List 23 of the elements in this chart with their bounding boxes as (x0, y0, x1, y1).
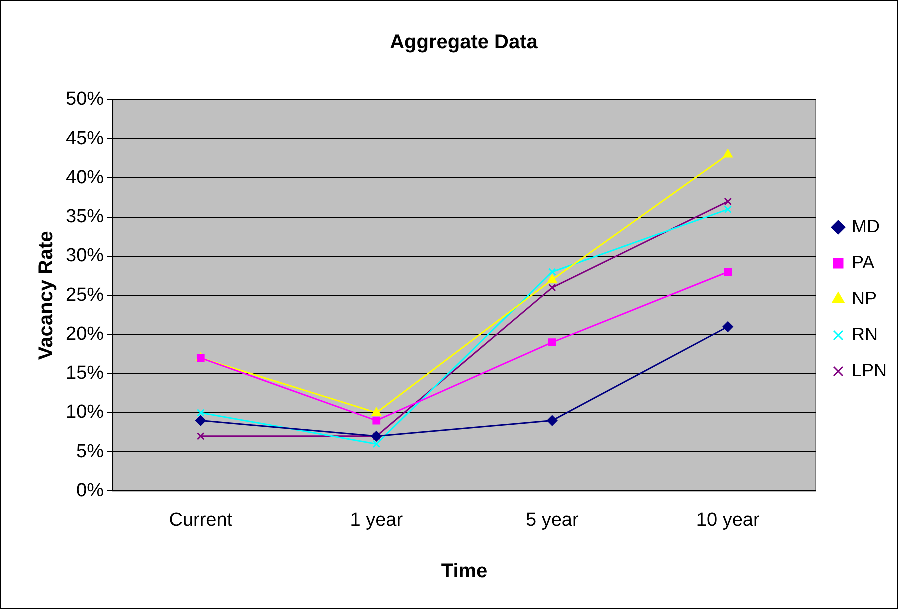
y-tick-label: 50% (66, 89, 104, 110)
legend-label: MD (852, 216, 880, 236)
x-tick-label: 5 year (526, 510, 580, 531)
legend-label: RN (852, 324, 878, 344)
x-tick-label: Current (169, 510, 234, 531)
y-tick-label: 0% (76, 480, 104, 502)
y-tick-label: 35% (66, 206, 104, 228)
y-tick-label: 5% (76, 441, 104, 462)
legend-label: PA (852, 252, 875, 272)
y-tick-label: 15% (66, 363, 104, 384)
x-tick-label: 1 year (350, 510, 404, 531)
y-tick-label: 10% (66, 402, 104, 424)
y-tick-label: 25% (66, 284, 104, 306)
legend-label: NP (852, 288, 877, 308)
x-axis-title: Time (441, 560, 488, 583)
y-tick-label: 30% (66, 246, 104, 267)
y-tick-label: 20% (66, 324, 104, 345)
y-axis-title: Vacancy Rate (36, 231, 58, 360)
y-tick-label: 40% (66, 167, 104, 188)
x-tick-label: 10 year (696, 510, 760, 531)
y-tick-label: 45% (66, 128, 104, 150)
chart-title: Aggregate Data (390, 32, 539, 54)
legend-label: LPN (852, 360, 887, 380)
